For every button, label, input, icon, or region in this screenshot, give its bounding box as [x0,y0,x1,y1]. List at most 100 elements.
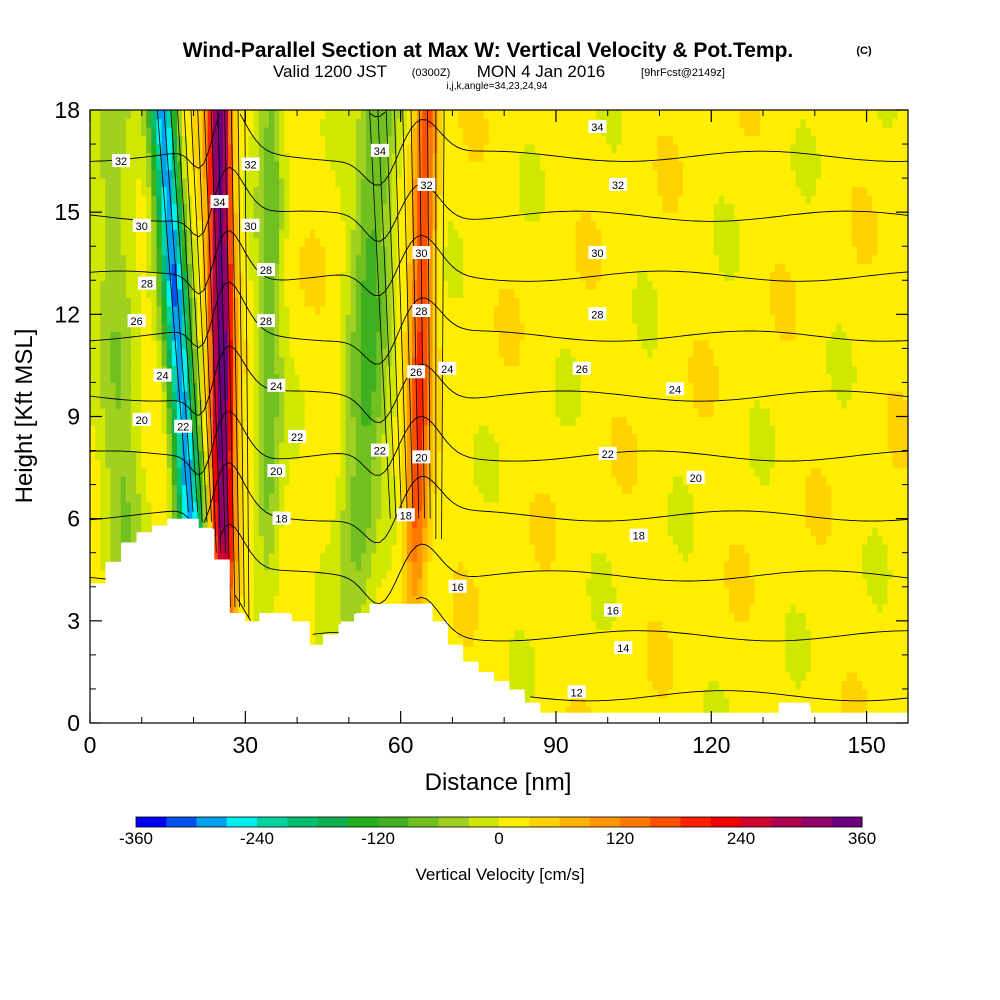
field-cell [458,476,464,486]
field-cell [437,407,444,418]
field-cell [493,586,500,596]
field-cell [422,382,429,392]
field-cell [447,254,454,264]
field-cell [519,237,526,247]
field-cell [325,518,331,528]
field-cell [432,263,439,273]
field-cell [217,254,224,264]
field-cell [499,280,505,290]
field-cell [238,280,244,290]
field-cell [437,220,444,230]
field-cell [222,373,229,384]
field-cell [514,425,521,435]
field-cell [156,322,163,332]
field-cell [238,229,244,239]
field-cell [432,169,439,179]
field-cell [222,450,229,460]
field-cell [90,356,96,367]
field-cell [345,356,352,367]
field-cell [274,110,280,120]
field-cell [442,569,449,579]
field-cell [488,501,495,511]
field-cell [238,595,244,605]
field-cell [182,186,188,196]
field-cell [176,229,183,239]
field-cell [320,442,326,452]
field-cell [125,399,132,409]
field-cell [212,442,219,452]
field-cell [452,203,459,213]
field-cell [335,390,342,401]
field-cell [268,161,275,171]
field-cell [391,518,398,528]
field-cell [519,373,526,384]
field-cell [325,144,331,154]
field-cell [330,459,336,469]
field-cell [514,212,521,222]
field-cell [442,501,449,511]
field-cell [366,161,372,171]
field-cell [222,476,229,486]
field-cell [488,493,495,503]
field-cell [207,135,214,145]
field-cell [166,161,173,171]
field-cell [161,118,168,128]
field-cell [105,433,112,443]
field-cell [228,127,234,137]
field-cell [228,442,234,452]
field-cell [192,476,198,486]
field-cell [340,476,347,486]
field-cell [233,493,239,503]
field-cell [320,373,326,384]
field-cell [376,476,383,486]
field-cell [340,595,347,605]
field-cell [360,271,367,281]
field-cell [478,314,485,324]
field-cell [478,169,485,179]
field-cell [233,527,239,537]
field-cell [304,416,311,426]
field-cell [95,254,101,264]
field-cell [412,220,418,230]
field-cell [151,195,158,205]
field-cell [248,110,255,120]
field-cell [422,195,429,205]
field-cell [161,407,168,418]
field-cell [519,561,526,571]
field-cell [320,501,326,511]
field-cell [197,467,204,477]
field-cell [345,297,352,307]
field-cell [381,416,388,426]
field-cell [437,578,444,588]
field-cell [284,161,290,171]
field-cell [263,305,270,315]
field-cell [217,246,224,256]
field-cell [340,178,347,188]
field-cell [258,195,265,205]
field-cell [345,195,352,205]
field-cell [141,501,147,511]
field-cell [458,305,464,315]
field-cell [146,331,152,341]
field-cell [309,263,316,273]
field-cell [263,373,270,384]
field-cell [371,135,377,145]
field-cell [371,552,377,562]
field-cell [146,271,152,281]
field-cell [325,263,331,273]
field-cell [136,195,142,205]
field-cell [442,484,449,494]
field-cell [125,144,132,154]
field-cell [340,612,347,622]
field-cell [187,237,193,247]
field-cell [396,595,403,605]
field-cell [238,578,244,588]
field-cell [468,297,475,307]
field-cell [350,110,357,120]
field-cell [95,288,101,298]
field-cell [90,280,96,290]
field-cell [161,433,168,443]
field-cell [463,152,469,162]
field-cell [478,152,485,162]
field-cell [483,501,490,511]
